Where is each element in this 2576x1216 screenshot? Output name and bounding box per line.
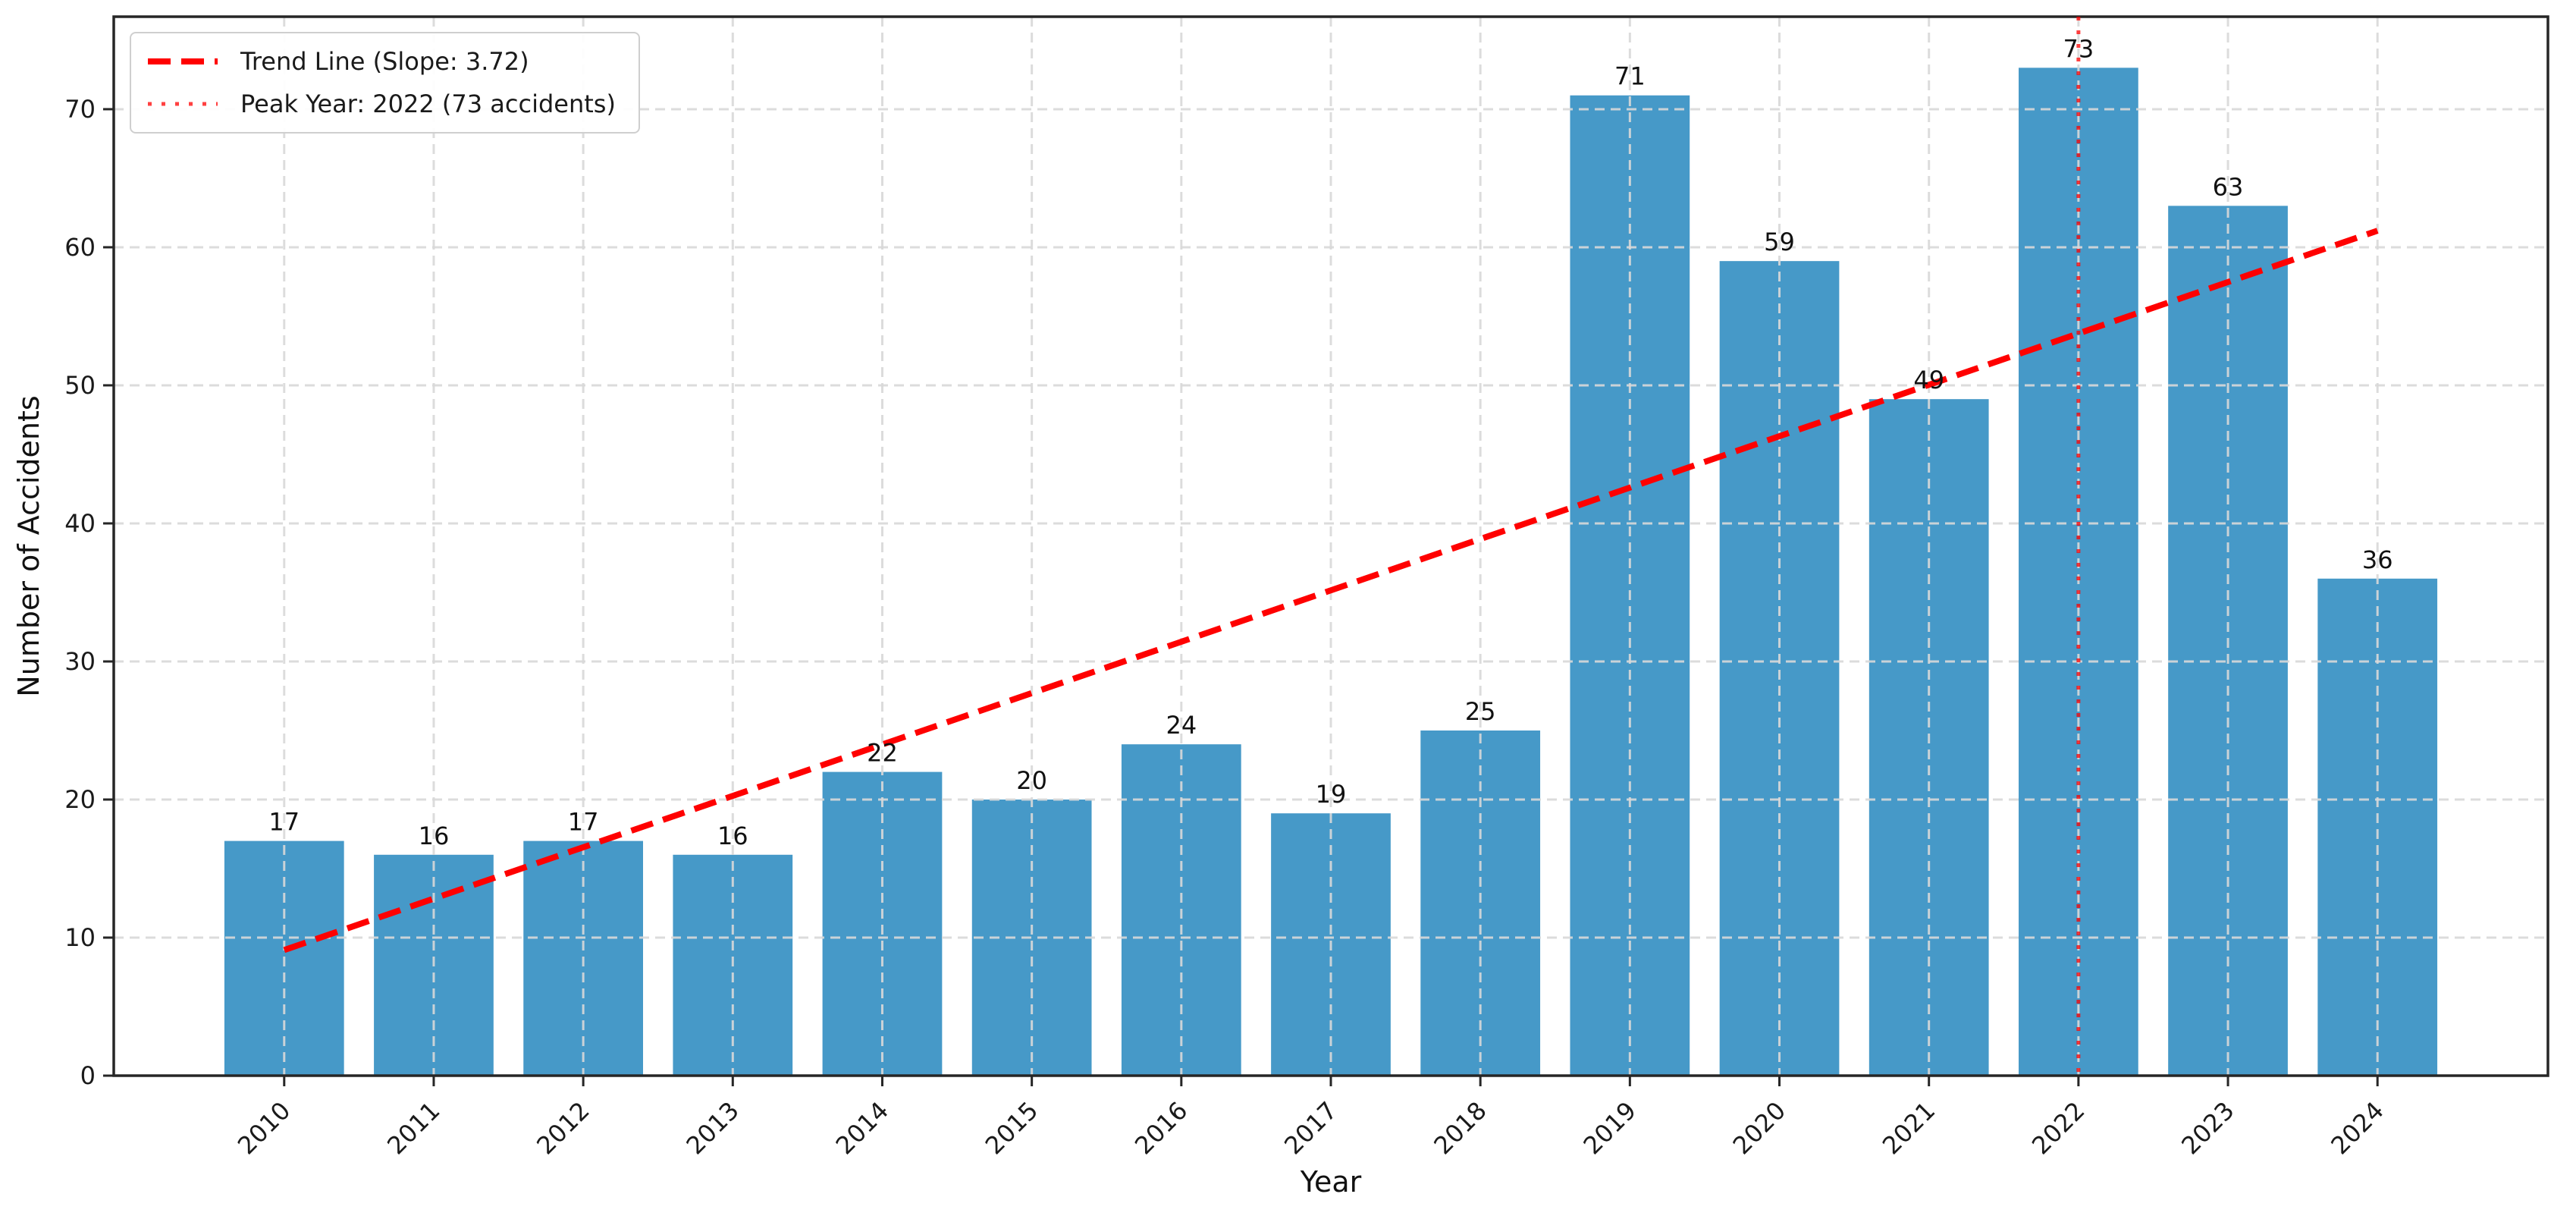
bar-value-label-2014: 22: [867, 739, 898, 768]
x-tick-label-2014: 2014: [830, 1096, 894, 1160]
y-tick-label-70: 70: [64, 95, 96, 124]
bar-value-label-2016: 24: [1166, 711, 1197, 740]
bar-value-label-2017: 19: [1316, 780, 1347, 809]
x-tick-label-2021: 2021: [1877, 1096, 1941, 1160]
trend-line-swatch: [148, 58, 218, 64]
x-tick-label-2024: 2024: [2325, 1096, 2389, 1160]
x-tick-label-2010: 2010: [232, 1096, 296, 1160]
bar-2024: [2317, 578, 2438, 1076]
peak-line-swatch: [148, 102, 218, 106]
legend-item-peak-year: Peak Year: 2022 (73 accidents): [146, 90, 616, 118]
x-tick-label-2013: 2013: [681, 1096, 745, 1160]
x-tick-label-2017: 2017: [1279, 1096, 1342, 1160]
y-tick-label-50: 50: [64, 371, 96, 400]
y-tick-label-20: 20: [64, 785, 96, 814]
trend-line: [283, 228, 2379, 954]
x-tick-label-2011: 2011: [381, 1096, 445, 1160]
bar-value-label-2018: 25: [1465, 697, 1496, 726]
x-tick-label-2022: 2022: [2026, 1096, 2090, 1160]
bar-value-label-2024: 36: [2362, 545, 2393, 574]
bar-2022: [2019, 68, 2138, 1076]
y-tick-label-30: 30: [64, 647, 96, 676]
bar-value-label-2013: 16: [717, 822, 748, 850]
y-tick-label-60: 60: [64, 233, 96, 262]
bar-value-label-2020: 59: [1764, 228, 1795, 256]
x-tick-label-2016: 2016: [1129, 1096, 1193, 1160]
x-tick-label-2020: 2020: [1727, 1096, 1791, 1160]
x-axis-title: Year: [1300, 1165, 1362, 1199]
x-tick-label-2012: 2012: [531, 1096, 595, 1160]
bar-value-label-2010: 17: [268, 808, 300, 837]
x-tick-label-2019: 2019: [1578, 1096, 1642, 1160]
legend: Trend Line (Slope: 3.72) Peak Year: 2022…: [130, 32, 640, 134]
y-axis-title: Number of Accidents: [12, 395, 45, 697]
bar-value-label-2022: 73: [2063, 34, 2094, 63]
x-tick-label-2023: 2023: [2176, 1096, 2239, 1160]
y-tick-label-0: 0: [80, 1061, 96, 1090]
bar-value-label-2011: 16: [419, 822, 450, 850]
legend-item-trend-line: Trend Line (Slope: 3.72): [146, 47, 616, 76]
x-tick-label-2015: 2015: [980, 1096, 1043, 1160]
bar-value-label-2012: 17: [568, 808, 599, 837]
legend-label-trend-line: Trend Line (Slope: 3.72): [240, 47, 529, 76]
bar-value-label-2019: 71: [1614, 62, 1646, 91]
x-tick-label-2018: 2018: [1428, 1096, 1492, 1160]
y-tick-label-40: 40: [64, 509, 96, 538]
bar-value-label-2021: 49: [1913, 366, 1944, 394]
bar-2020: [1719, 261, 1840, 1076]
y-tick-label-10: 10: [64, 923, 96, 952]
legend-label-peak-year: Peak Year: 2022 (73 accidents): [240, 90, 616, 118]
bar-value-label-2023: 63: [2213, 172, 2244, 201]
bar-value-label-2015: 20: [1016, 766, 1047, 795]
